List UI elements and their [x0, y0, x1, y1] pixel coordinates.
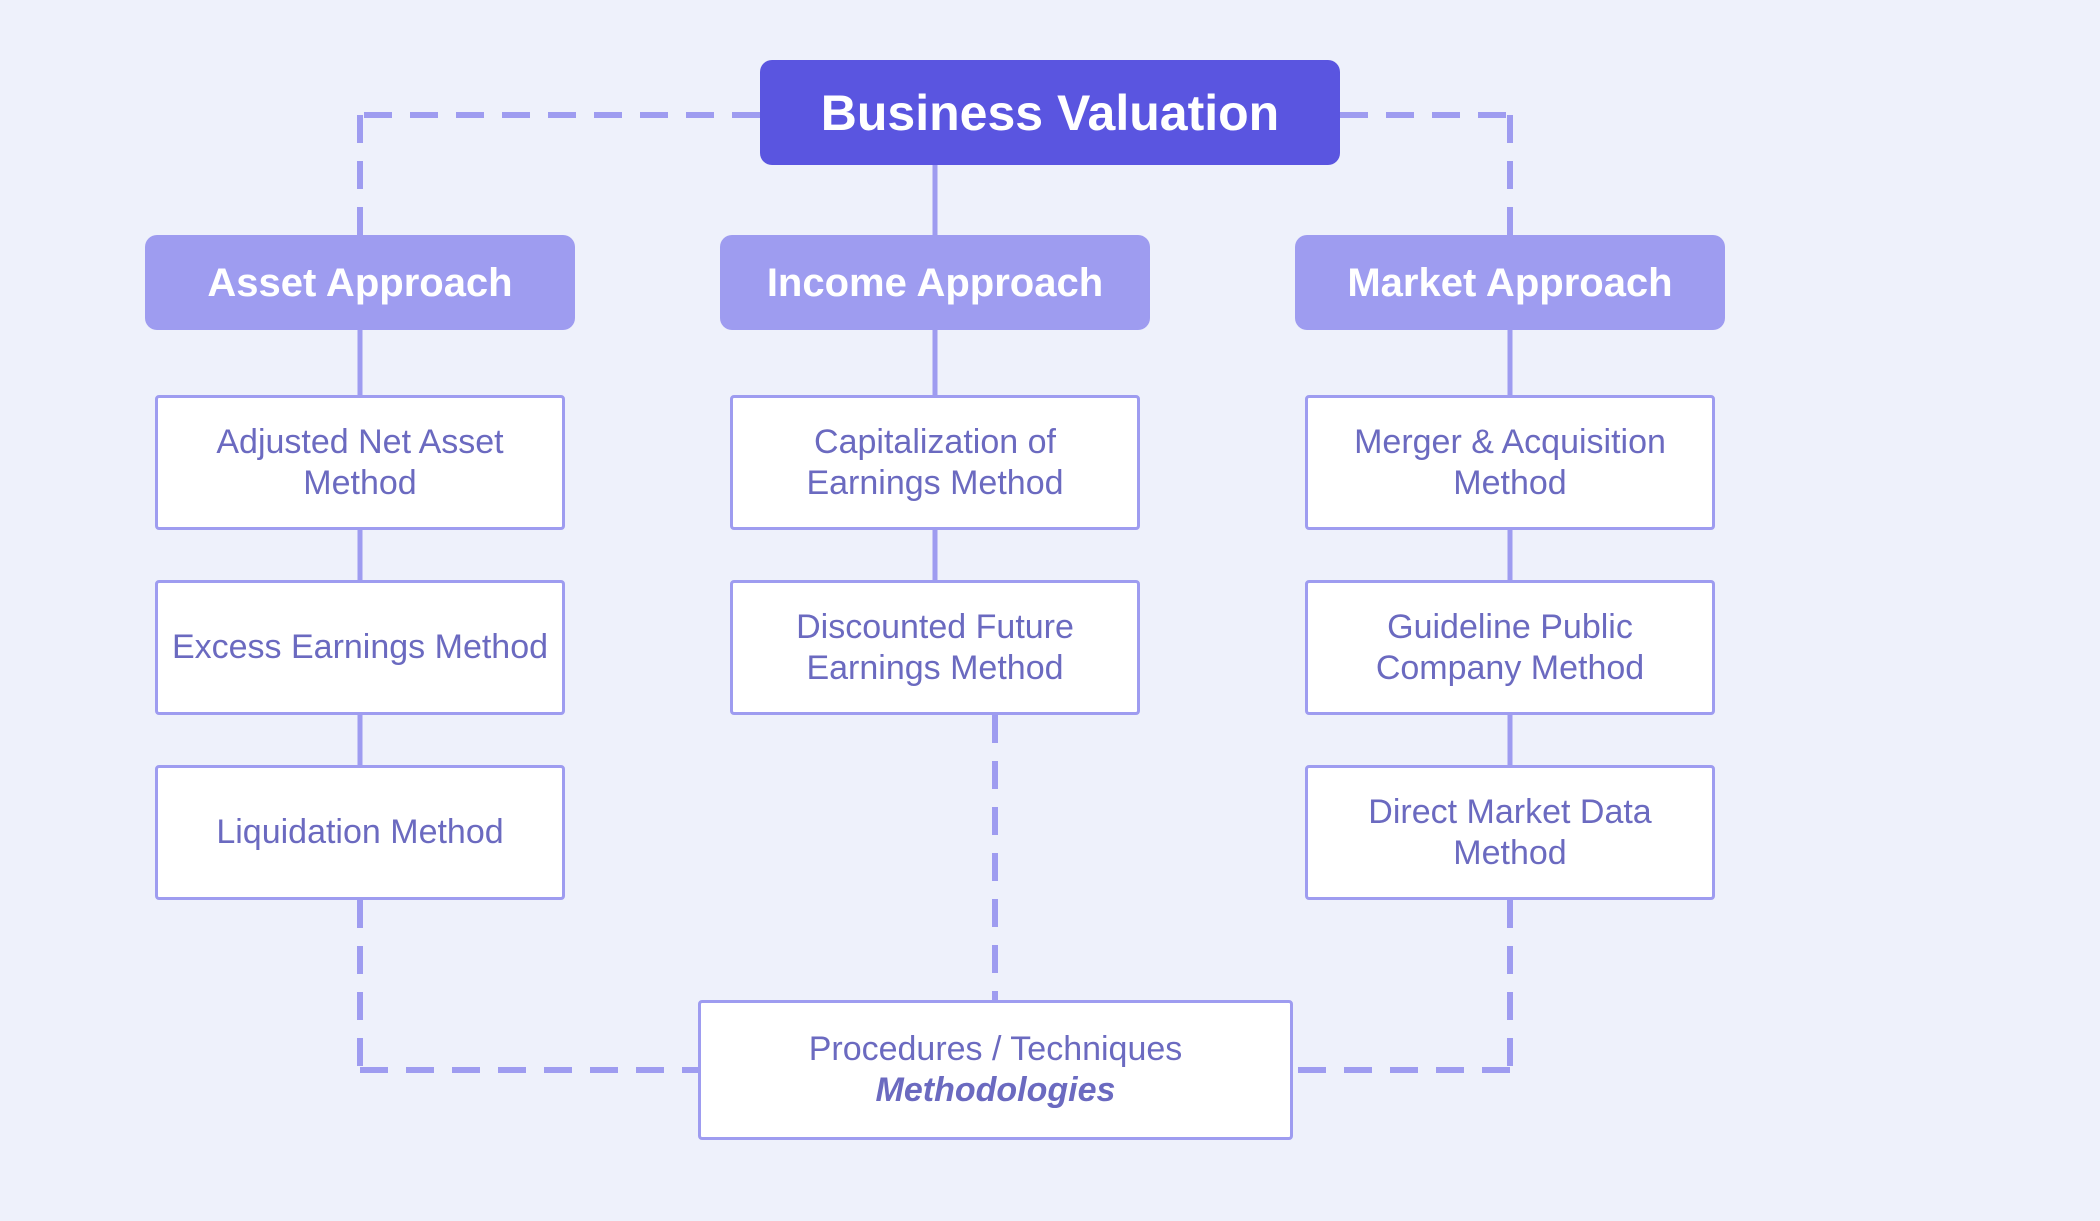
leaf-label: Liquidation Method: [216, 812, 503, 853]
leaf-label: Excess Earnings Method: [172, 627, 548, 668]
root-node: Business Valuation: [760, 60, 1340, 165]
branch-label: Market Approach: [1347, 259, 1672, 307]
leaf-market-2: Direct Market Data Method: [1305, 765, 1715, 900]
leaf-label: Merger & Acquisition Method: [1318, 422, 1702, 504]
diagram-canvas: Business Valuation Asset Approach Adjusted…: [0, 0, 2100, 1221]
leaf-label: Capitalization of Earnings Method: [743, 422, 1127, 504]
leaf-label: Direct Market Data Method: [1318, 792, 1702, 874]
leaf-asset-0: Adjusted Net Asset Method: [155, 395, 565, 530]
leaf-asset-2: Liquidation Method: [155, 765, 565, 900]
branch-label: Asset Approach: [207, 259, 512, 307]
leaf-income-1: Discounted Future Earnings Method: [730, 580, 1140, 715]
branch-market: Market Approach: [1295, 235, 1725, 330]
footer-line2: Methodologies: [876, 1070, 1116, 1111]
leaf-label: Adjusted Net Asset Method: [168, 422, 552, 504]
branch-income: Income Approach: [720, 235, 1150, 330]
footer-node: Procedures / TechniquesMethodologies: [698, 1000, 1293, 1140]
leaf-asset-1: Excess Earnings Method: [155, 580, 565, 715]
footer-line1: Procedures / Techniques: [809, 1029, 1183, 1070]
leaf-label: Discounted Future Earnings Method: [743, 607, 1127, 689]
root-label: Business Valuation: [821, 83, 1279, 143]
leaf-label: Guideline Public Company Method: [1318, 607, 1702, 689]
leaf-market-0: Merger & Acquisition Method: [1305, 395, 1715, 530]
branch-asset: Asset Approach: [145, 235, 575, 330]
leaf-market-1: Guideline Public Company Method: [1305, 580, 1715, 715]
leaf-income-0: Capitalization of Earnings Method: [730, 395, 1140, 530]
branch-label: Income Approach: [767, 259, 1103, 307]
